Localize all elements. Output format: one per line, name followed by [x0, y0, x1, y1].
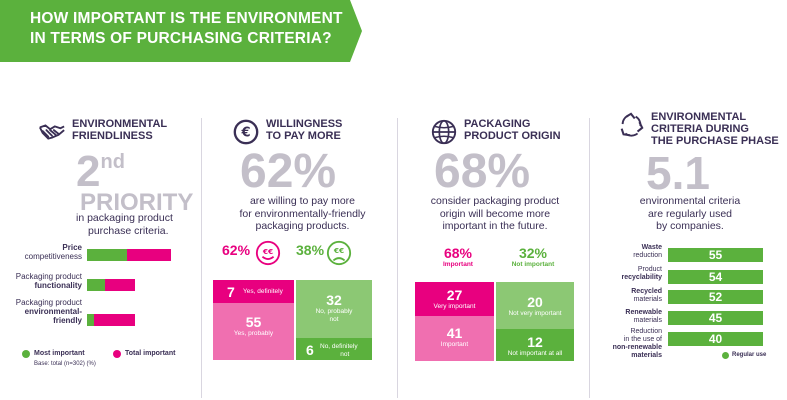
section-title-line: PRODUCT ORIGIN	[464, 130, 561, 142]
criteria-label: Packaging product functionality	[15, 272, 82, 290]
section-title-line: ENVIRONMENTAL	[651, 111, 747, 123]
criteria-label: Reduction in the use of non-renewable mater…	[612, 328, 662, 359]
regular-use-bar: 54	[668, 270, 763, 284]
euro-icon: €	[233, 119, 259, 145]
most-important-bar	[87, 279, 105, 291]
block-yes-definitely: 7 Yes, definitely	[213, 280, 294, 303]
svg-text:€: €	[240, 126, 250, 141]
block-yes-probably: 55 Yes, probably	[213, 303, 294, 360]
title-banner: HOW IMPORTANT IS THE ENVIRONMENT IN TERM…	[0, 0, 362, 62]
ordinal-suffix: nd	[100, 151, 125, 173]
section-title-line: WILLINGNESS	[266, 118, 343, 130]
banner-line-1: HOW IMPORTANT IS THE ENVIRONMENT	[30, 10, 343, 27]
priority-label: PRIORITY	[80, 189, 194, 216]
section-title-line: ENVIRONMENTAL	[72, 118, 168, 130]
block-very-important: 27 Very important	[415, 282, 494, 316]
section-subtext: consider packaging product origin will b…	[430, 195, 560, 232]
svg-text:€€: €€	[333, 246, 344, 255]
sad-smiley-icon: €€	[326, 240, 352, 266]
section-subtext: environmental criteria are regularly use…	[639, 195, 741, 232]
base-note: Base: total (n=302) (%)	[34, 361, 96, 367]
regular-use-bar: 52	[668, 290, 763, 304]
divider	[589, 118, 590, 398]
criteria-label: Price competitiveness	[24, 243, 82, 261]
banner-background	[0, 0, 362, 62]
legend-dot-regular	[722, 352, 729, 359]
most-important-bar	[87, 249, 127, 261]
regular-use-bar: 45	[668, 311, 763, 325]
section-title-line: FRIENDLINESS	[72, 130, 153, 142]
block-no-probably-not: 32 No, probably not	[296, 280, 372, 338]
globe-icon	[431, 119, 457, 145]
section-subtext: are willing to pay more for environmenta…	[239, 195, 366, 232]
criteria-label: Renewable materials	[625, 309, 662, 324]
no-percent: 38%	[296, 242, 325, 258]
big-number: 5.1	[646, 147, 710, 199]
section-title-line: PACKAGING	[464, 118, 531, 130]
not-important-total: 32% Not important	[511, 245, 555, 268]
section-subtext: in packaging product purchase criteria.	[76, 212, 173, 237]
yes-percent: 62%	[222, 242, 251, 258]
handshake-icon	[39, 124, 65, 140]
banner-title: HOW IMPORTANT IS THE ENVIRONMENT IN TERM…	[30, 9, 343, 49]
block-no-definitely-not: 6 No, definitely not	[296, 338, 372, 360]
legend-dot-total	[113, 350, 121, 358]
legend-most-important: Most important	[34, 350, 85, 357]
big-number: 62%	[240, 145, 337, 198]
most-important-bar	[87, 314, 94, 326]
legend-total-important: Total important	[125, 350, 176, 357]
section-title-line: TO PAY MORE	[266, 130, 341, 142]
section-title-line: CRITERIA DURING	[651, 123, 749, 135]
block-not-very-important: 20 Not very important	[496, 282, 574, 329]
happy-smiley-icon: €€	[255, 240, 281, 266]
block-not-important-at-all: 12 Not important at all	[496, 329, 574, 361]
regular-use-bar: 55	[668, 248, 763, 262]
divider	[201, 118, 202, 398]
legend-regular-use: Regular use	[732, 352, 767, 358]
total-important-bar	[87, 314, 135, 326]
important-total: 68% Important	[443, 245, 473, 268]
recycle-icon	[620, 112, 644, 137]
divider	[397, 118, 398, 398]
big-number: 2nd	[76, 147, 125, 196]
svg-text:€€: €€	[262, 247, 273, 256]
criteria-label: Waste reduction	[633, 244, 662, 259]
section-title-line: THE PURCHASE PHASE	[651, 135, 779, 147]
big-number: 68%	[434, 145, 531, 198]
criteria-label: Product recyclability	[621, 266, 662, 281]
criteria-label: Packaging product environmental-friendly	[15, 298, 82, 325]
banner-line-2: IN TERMS OF PURCHASING CRITERIA?	[30, 30, 332, 47]
criteria-label: Recycled materials	[631, 288, 662, 303]
block-important: 41 Important	[415, 316, 494, 361]
legend-dot-most	[22, 350, 30, 358]
regular-use-bar: 40	[668, 332, 763, 346]
